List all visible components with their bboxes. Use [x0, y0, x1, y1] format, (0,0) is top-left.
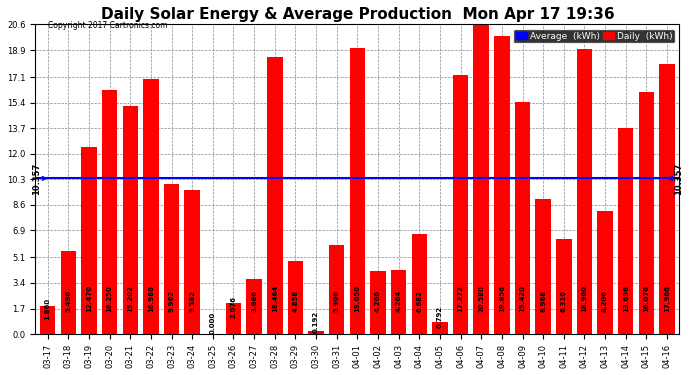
Text: 10.357: 10.357 — [668, 162, 683, 195]
Text: 8.206: 8.206 — [602, 290, 608, 312]
Text: 6.316: 6.316 — [561, 290, 566, 312]
Bar — [556, 239, 571, 334]
Text: Copyright 2017 Cartronics.com: Copyright 2017 Cartronics.com — [48, 21, 168, 30]
Bar — [246, 279, 262, 334]
Bar — [577, 49, 592, 334]
Text: 6.682: 6.682 — [416, 290, 422, 312]
Text: 0.000: 0.000 — [210, 312, 216, 334]
Bar — [350, 48, 365, 334]
Text: 4.264: 4.264 — [395, 289, 402, 312]
Text: 5.906: 5.906 — [334, 290, 339, 312]
Bar — [473, 25, 489, 334]
Text: 2.076: 2.076 — [230, 297, 237, 318]
Bar — [453, 75, 469, 334]
Title: Daily Solar Energy & Average Production  Mon Apr 17 19:36: Daily Solar Energy & Average Production … — [101, 7, 614, 22]
Text: 13.696: 13.696 — [623, 285, 629, 312]
Text: 0.192: 0.192 — [313, 310, 319, 333]
Bar — [226, 303, 241, 334]
Text: 17.272: 17.272 — [457, 285, 464, 312]
Text: 12.470: 12.470 — [86, 284, 92, 312]
Text: 18.464: 18.464 — [272, 284, 278, 312]
Bar — [411, 234, 427, 334]
Bar — [308, 331, 324, 334]
Text: 4.206: 4.206 — [375, 290, 381, 312]
Bar — [659, 64, 675, 334]
Bar — [494, 36, 510, 334]
Legend: Average  (kWh), Daily  (kWh): Average (kWh), Daily (kWh) — [513, 29, 675, 44]
Bar — [102, 90, 117, 334]
Bar — [81, 147, 97, 334]
Text: 16.986: 16.986 — [148, 285, 154, 312]
Bar — [371, 271, 386, 334]
Bar — [329, 245, 344, 334]
Text: 18.960: 18.960 — [582, 285, 587, 312]
Text: 17.966: 17.966 — [664, 285, 670, 312]
Bar — [184, 190, 200, 334]
Text: 19.856: 19.856 — [499, 285, 505, 312]
Bar — [432, 322, 448, 334]
Bar — [123, 106, 138, 334]
Text: 16.250: 16.250 — [107, 285, 112, 312]
Text: 16.076: 16.076 — [643, 285, 649, 312]
Bar — [288, 261, 303, 334]
Bar — [598, 211, 613, 334]
Bar — [267, 57, 282, 334]
Text: 3.686: 3.686 — [251, 290, 257, 312]
Bar — [639, 93, 654, 334]
Text: 15.202: 15.202 — [127, 285, 133, 312]
Bar — [40, 306, 55, 334]
Text: 20.580: 20.580 — [478, 285, 484, 312]
Text: 9.582: 9.582 — [189, 290, 195, 312]
Bar — [618, 128, 633, 334]
Text: 1.860: 1.860 — [45, 298, 50, 320]
Bar — [143, 79, 159, 334]
Text: 19.050: 19.050 — [355, 285, 360, 312]
Bar — [535, 199, 551, 334]
Text: 10.357: 10.357 — [32, 162, 47, 195]
Text: 15.420: 15.420 — [520, 285, 526, 312]
Text: 4.858: 4.858 — [293, 289, 298, 312]
Text: 8.968: 8.968 — [540, 290, 546, 312]
Bar — [515, 102, 530, 334]
Text: 0.792: 0.792 — [437, 306, 443, 328]
Text: 9.962: 9.962 — [168, 290, 175, 312]
Text: 5.496: 5.496 — [66, 290, 71, 312]
Bar — [61, 252, 76, 334]
Bar — [391, 270, 406, 334]
Bar — [164, 184, 179, 334]
